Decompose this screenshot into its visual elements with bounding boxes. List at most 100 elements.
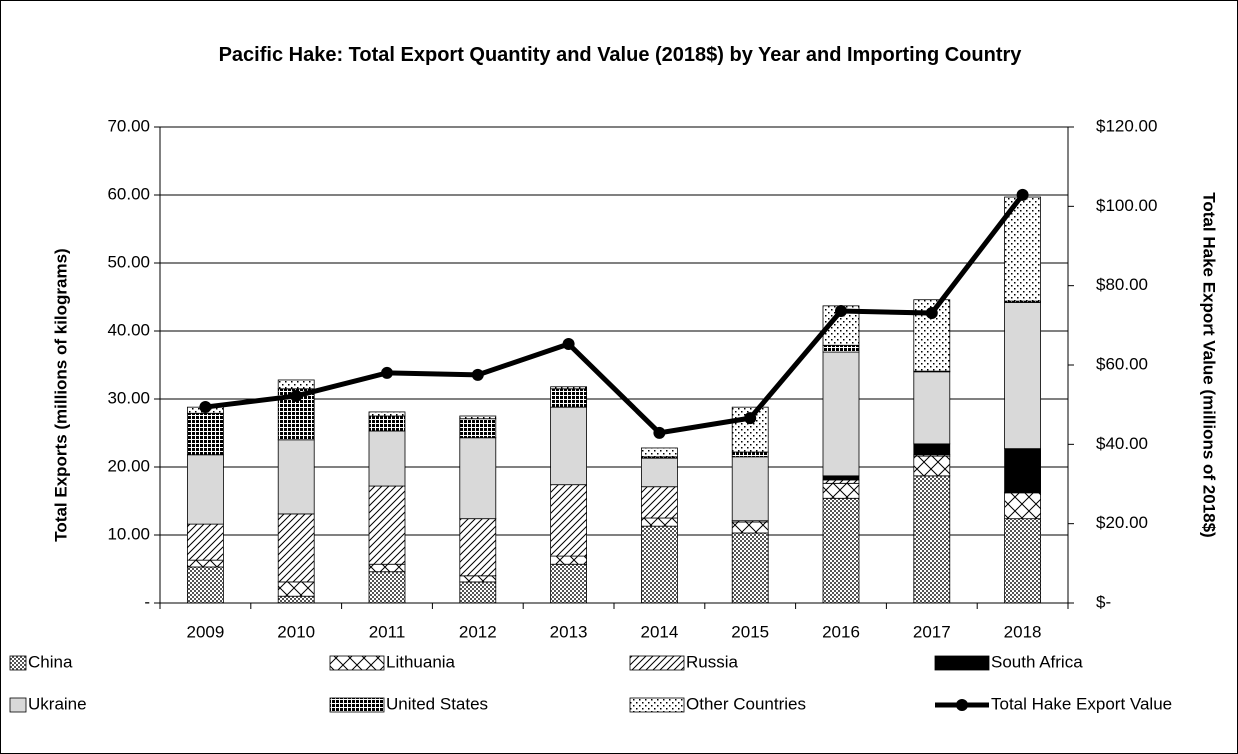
bar-segment — [368, 415, 406, 432]
y-tick-label: 60.00 — [107, 184, 150, 203]
x-tick-label: 2015 — [731, 622, 769, 641]
bar-segment — [913, 443, 951, 456]
bar-segment — [550, 388, 587, 408]
bar-segment — [822, 479, 860, 484]
bar-segment — [641, 525, 678, 604]
bar-segment — [1004, 518, 1041, 604]
bar-segment — [731, 451, 769, 458]
bar-segment — [641, 486, 678, 519]
x-tick-label: 2011 — [369, 622, 406, 641]
bar-segment — [368, 485, 406, 565]
legend-swatch — [9, 655, 27, 671]
x-tick-label: 2013 — [550, 622, 588, 641]
y2-tick-label: $120.00 — [1096, 116, 1157, 135]
x-tick-label: 2012 — [459, 622, 497, 641]
x-tick-label: 2017 — [913, 622, 951, 641]
line — [205, 193, 1025, 436]
legend-label: Other Countries — [686, 694, 806, 713]
bar-segment — [368, 430, 406, 487]
bar-segment — [186, 412, 224, 456]
bar-segment — [641, 517, 678, 527]
marker — [925, 307, 938, 320]
bar-segment — [822, 475, 860, 481]
bar-segment — [277, 439, 315, 515]
legend-swatch — [9, 697, 27, 713]
bar-segment — [277, 513, 315, 583]
legend-label: Lithuania — [386, 652, 456, 671]
marker — [290, 389, 303, 402]
y2-tick-label: $- — [1096, 592, 1111, 611]
bar-segment — [641, 447, 678, 458]
marker — [381, 366, 393, 379]
x-tick-label: 2014 — [640, 622, 678, 641]
marker — [471, 368, 484, 381]
bar-segment — [459, 418, 497, 439]
y-tick-label: 50.00 — [107, 252, 150, 271]
x-tick-label: 2009 — [186, 622, 224, 641]
bar-segment — [186, 523, 224, 561]
bar-segment — [550, 386, 587, 390]
legend-label: China — [28, 652, 73, 671]
legend-swatch — [956, 699, 968, 711]
bar-segment — [550, 555, 587, 565]
bar-segment — [459, 518, 497, 577]
legend-label: United States — [386, 694, 488, 713]
bar-segment — [822, 497, 860, 604]
bar-segment — [277, 379, 315, 390]
bar-segment — [459, 415, 497, 420]
y2-tick-label: $40.00 — [1096, 434, 1148, 453]
bar-segment — [186, 559, 224, 568]
y2-axis-title: Total Hake Export Value (millions of 201… — [1200, 192, 1219, 537]
bar-segment — [459, 581, 497, 604]
marker — [653, 426, 666, 439]
legend-label: South Africa — [991, 652, 1083, 671]
legend-swatch — [629, 697, 685, 713]
y-axis-title: Total Exports (millions of kilograms) — [51, 248, 70, 541]
bar-segment — [913, 475, 951, 604]
marker — [562, 337, 575, 350]
bar-segment — [822, 482, 860, 499]
y-tick-label: 30.00 — [107, 388, 150, 407]
bar-segment — [641, 457, 678, 488]
x-tick-label: 2016 — [822, 622, 860, 641]
marker — [1016, 188, 1029, 201]
marker — [199, 401, 212, 414]
bar-segment — [1004, 448, 1041, 493]
bar-segment — [1004, 302, 1041, 450]
bar-segment — [822, 351, 860, 477]
bar-segment — [731, 521, 769, 534]
bar-segment — [731, 456, 769, 522]
bar-segment — [186, 566, 224, 604]
bar-segment — [822, 344, 860, 353]
bar-segment — [368, 563, 406, 573]
marker — [744, 412, 757, 425]
bar-segment — [1004, 492, 1041, 520]
legend-swatch — [329, 655, 385, 671]
y2-tick-label: $20.00 — [1096, 513, 1148, 532]
y-tick-label: 40.00 — [107, 320, 150, 339]
legend-swatch — [329, 697, 385, 713]
y2-tick-label: $100.00 — [1096, 196, 1157, 215]
legend-label: Total Hake Export Value — [991, 694, 1172, 713]
x-tick-label: 2018 — [1004, 622, 1042, 641]
y-tick-label: 20.00 — [107, 456, 150, 475]
x-tick-label: 2010 — [277, 622, 315, 641]
chart-title: Pacific Hake: Total Export Quantity and … — [218, 44, 1022, 66]
bar-segment — [368, 411, 406, 417]
bar-segment — [368, 571, 406, 604]
bar-segment — [913, 455, 951, 477]
bar-segment — [459, 437, 497, 520]
bar-segment — [913, 371, 951, 445]
y-tick-label: 70.00 — [107, 116, 150, 135]
marker — [835, 305, 847, 318]
y2-tick-label: $60.00 — [1096, 354, 1148, 373]
legend-swatch — [934, 655, 990, 671]
y-tick-label: 10.00 — [107, 524, 150, 543]
legend-swatch — [629, 655, 685, 671]
bar-segment — [277, 581, 315, 597]
bar-segment — [550, 563, 587, 604]
bar-segment — [277, 595, 315, 604]
bar-segment — [550, 484, 587, 557]
